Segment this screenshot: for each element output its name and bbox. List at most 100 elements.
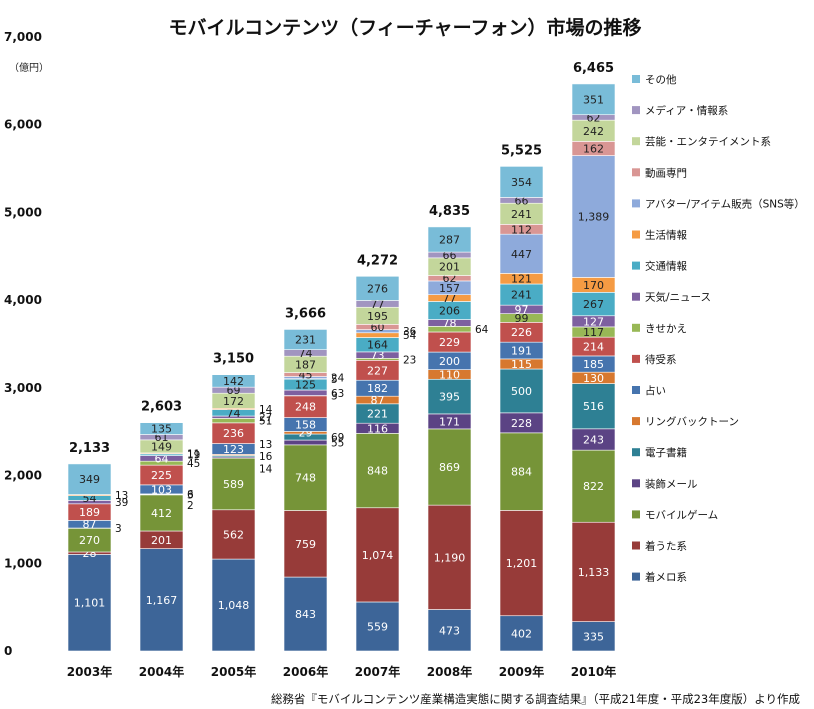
segment-label: 243 (583, 433, 604, 446)
legend-item: 芸能・エンタテイメント系 (632, 135, 771, 148)
segment-label: 227 (367, 364, 388, 377)
legend-item: その他 (632, 73, 677, 86)
segment-label: 73 (371, 349, 385, 362)
legend-label: 装飾メール (645, 477, 698, 490)
segment-label: 267 (583, 298, 604, 311)
segment-label: 112 (511, 223, 532, 236)
legend-label: 芸能・エンタテイメント系 (645, 135, 771, 148)
legend-swatch (632, 417, 640, 426)
x-tick-label: 2007年 (355, 664, 400, 679)
segment-label: 77 (371, 298, 385, 311)
bar-segment (427, 378, 472, 415)
segment-label: 214 (583, 341, 604, 354)
segment-label: 516 (583, 400, 604, 413)
segment-label: 1,048 (218, 599, 250, 612)
segment-label-outside: 14 (259, 464, 273, 476)
segment-label: 1,133 (578, 566, 610, 579)
segment-label-outside: 11 (187, 448, 200, 460)
segment-label-outside: 54 (403, 330, 417, 342)
bar-segment (499, 432, 544, 511)
segment-label-outside: 14 (259, 404, 273, 416)
bar-segment (427, 226, 472, 253)
segment-label: 869 (439, 461, 460, 474)
segment-label-outside: 23 (403, 354, 416, 366)
segment-label: 121 (511, 273, 532, 286)
y-axis: 0 1,000 2,000 3,000 4,000 5,000 6,000 7,000 (4, 30, 42, 658)
bar-segment (499, 233, 544, 274)
bar-segment (427, 428, 472, 506)
legend-item: 占い (632, 384, 666, 397)
bar-stack: 4021,20188422850011519122699972411214471… (499, 143, 544, 652)
bar-segment (355, 275, 400, 301)
segment-label: 149 (151, 440, 172, 453)
segment-label: 1,190 (434, 551, 466, 564)
segment-label: 354 (511, 176, 532, 189)
segment-label: 185 (583, 358, 604, 371)
segment-label: 248 (295, 401, 316, 414)
segment-label: 97 (515, 303, 529, 316)
chart-title: モバイルコンテンツ（フィーチャーフォン）市場の推移 (169, 16, 642, 39)
segment-label: 135 (151, 423, 172, 436)
legend-item: アバター/アイテム販売（SNS等） (632, 197, 805, 210)
bar-segment (571, 83, 616, 116)
bar-stack: 5591,07484811622187182227237316454366019… (355, 253, 417, 652)
bar-total-label: 2,603 (141, 400, 182, 415)
legend-item: リングバックトーン (632, 415, 739, 428)
legend-item: 電子書籍 (632, 446, 687, 459)
legend-label: リングバックトーン (645, 415, 739, 428)
segment-label: 229 (439, 336, 460, 349)
segment-label: 225 (151, 469, 172, 482)
segment-label: 500 (511, 385, 532, 398)
segment-label: 351 (583, 93, 604, 106)
x-tick-label: 2004年 (139, 664, 184, 679)
segment-label: 559 (367, 620, 388, 633)
segment-label: 157 (439, 282, 460, 295)
bar-segment (499, 368, 544, 414)
segment-label: 171 (439, 415, 460, 428)
bar-segment (283, 329, 328, 351)
segment-label: 130 (583, 372, 604, 385)
y-tick-label: 3,000 (4, 381, 42, 395)
legend-item: 待受系 (632, 353, 677, 366)
segment-label: 226 (511, 326, 532, 339)
segment-label-outside: 64 (475, 324, 489, 336)
segment-label-outside: 13 (259, 439, 272, 451)
y-tick-label: 7,000 (4, 30, 42, 44)
legend-swatch (632, 230, 640, 239)
y-tick-label: 6,000 (4, 118, 42, 132)
segment-label: 221 (367, 408, 388, 421)
legend-swatch (632, 572, 640, 581)
segment-label-outside: 24 (331, 373, 345, 385)
segment-label: 162 (583, 142, 604, 155)
segment-label: 127 (583, 315, 604, 328)
bar-segment (355, 507, 400, 603)
bar-segment (67, 463, 112, 495)
legend-item: モバイルゲーム (632, 509, 718, 521)
segment-label: 276 (367, 282, 388, 295)
source-note: 総務省『モバイルコンテンツ産業構造実態に関する調査結果』（平成21年度・平成23… (271, 692, 801, 706)
legend-swatch (632, 386, 640, 394)
segment-label-outside: 5 (331, 374, 338, 386)
segment-label-outside: 63 (331, 388, 344, 400)
y-tick-label: 1,000 (4, 556, 42, 570)
segment-label-outside: 16 (259, 451, 273, 463)
segment-label: 335 (583, 630, 604, 643)
y-tick-label: 5,000 (4, 205, 42, 219)
legend: その他メディア・情報系芸能・エンタテイメント系動画専門アバター/アイテム販売（S… (632, 73, 805, 584)
segment-label: 395 (439, 391, 460, 404)
legend-label: 待受系 (645, 353, 677, 366)
segment-label-outside: 36 (403, 326, 417, 338)
segment-label-outside: 45 (187, 458, 200, 470)
segment-label: 77 (443, 292, 457, 305)
segment-label: 848 (367, 465, 388, 478)
bar-total-label: 3,150 (213, 352, 254, 367)
legend-item: 着うた系 (632, 540, 687, 553)
segment-label: 87 (83, 518, 97, 531)
x-tick-label: 2005年 (211, 664, 256, 679)
segment-label: 206 (439, 304, 460, 317)
